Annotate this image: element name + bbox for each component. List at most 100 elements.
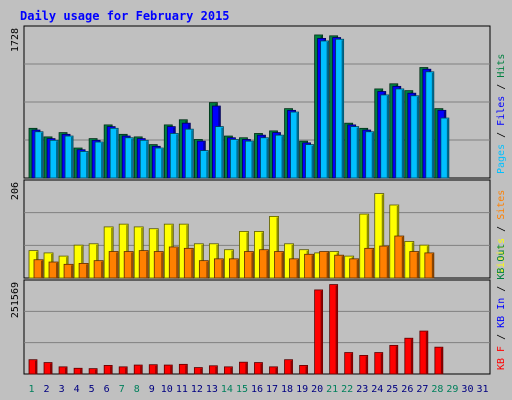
bar-sites [274, 251, 284, 279]
bar-kb-f [193, 367, 203, 375]
panel-max-label: 206 [10, 182, 21, 200]
legend-entry: / [496, 126, 507, 138]
bar-sites [424, 252, 435, 279]
panel-max-label: 1728 [10, 28, 21, 52]
bar-sites [198, 260, 209, 279]
bar-pages [169, 133, 179, 179]
bar-sites [153, 251, 164, 279]
x-tick-label: 14 [221, 384, 233, 395]
legend-entry: KB [496, 352, 507, 370]
bar-pages [275, 134, 284, 179]
legend-entry: Out [496, 244, 507, 262]
x-tick-label: 12 [191, 384, 203, 395]
x-tick-label: 4 [74, 384, 80, 395]
bar-kb-f [299, 365, 308, 375]
bar-pages [365, 131, 375, 179]
bar-pages [124, 137, 134, 179]
x-tick-label: 25 [386, 384, 398, 395]
bar-pages [425, 71, 435, 179]
bar-pages [34, 131, 44, 179]
x-tick-label: 8 [134, 384, 140, 395]
x-tick-label: 23 [356, 384, 368, 395]
bar-pages [320, 40, 330, 179]
x-tick-label: 31 [476, 384, 488, 395]
legend-entry: / [496, 78, 507, 90]
bar-sites [183, 247, 194, 279]
panel-legend: KB F / KB In / KB Out [496, 244, 507, 370]
legend-entry: / [496, 220, 507, 232]
bar-pages [214, 126, 224, 179]
bar-pages [154, 147, 164, 179]
bar-pages [184, 128, 194, 179]
panel-bars [28, 34, 450, 179]
bar-kb-f [389, 344, 399, 375]
bar-sites [108, 251, 119, 279]
panel-bottom: 251569 KB F / KB In / KB Out [10, 244, 507, 375]
bar-kb-f [374, 352, 384, 375]
bar-sites [33, 259, 44, 279]
x-tick-label: 19 [296, 384, 308, 395]
panel-bars [28, 284, 444, 375]
legend-entry: Pages [496, 138, 507, 174]
bar-pages [49, 139, 59, 179]
bar-pages [245, 140, 254, 179]
bar-sites [78, 262, 89, 279]
bar-kb-f [208, 365, 218, 375]
bar-sites [48, 261, 59, 279]
x-tick-label: 5 [89, 384, 95, 395]
bar-kb-f [329, 284, 339, 375]
bar-kb-f [404, 337, 414, 375]
x-axis-labels: 1 2 3 4 5 6 7 8 9 10 11 12 13 14 15 16 17 18 19 20 21 22 23 24 2… [29, 384, 489, 395]
legend-entry: Visits [496, 232, 507, 274]
bar-kb-f [148, 364, 158, 375]
x-tick-label: 3 [59, 384, 65, 395]
x-tick-label: 29 [446, 384, 458, 395]
bar-kb-f [28, 359, 38, 375]
panel-bars [28, 193, 435, 279]
x-tick-label: 27 [416, 384, 428, 395]
bar-sites [123, 251, 134, 279]
x-tick-label: 30 [461, 384, 473, 395]
bar-sites [394, 235, 405, 279]
bar-kb-f [224, 366, 233, 375]
bar-sites [364, 247, 375, 279]
bar-sites [168, 246, 179, 279]
x-tick-label: 17 [266, 384, 278, 395]
legend-entry: KB [496, 310, 507, 328]
legend-entry: / [496, 328, 507, 340]
bar-kb-f [359, 354, 369, 375]
legend-entry: Hits [496, 54, 507, 78]
bar-pages [260, 137, 269, 179]
bar-pages [109, 127, 119, 179]
bar-kb-f [163, 364, 173, 375]
bar-kb-f [103, 365, 113, 375]
bar-kb-f [344, 352, 354, 375]
legend-entry: / [496, 280, 507, 292]
panel-legend: Visits / Sites [496, 190, 507, 274]
x-tick-label: 6 [104, 384, 110, 395]
x-tick-label: 18 [281, 384, 293, 395]
bar-sites [244, 251, 254, 279]
x-tick-label: 15 [236, 384, 248, 395]
legend-entry: F [496, 340, 507, 352]
x-tick-label: 13 [206, 384, 218, 395]
bar-visits [73, 244, 84, 279]
bar-visits [269, 215, 279, 279]
bar-sites [334, 254, 345, 279]
bar-sites [138, 250, 149, 279]
x-tick-label: 7 [119, 384, 125, 395]
bar-sites [259, 249, 269, 279]
bar-sites [304, 253, 314, 279]
x-tick-label: 26 [401, 384, 413, 395]
x-tick-label: 20 [311, 384, 323, 395]
bar-sites [409, 251, 420, 279]
bar-kb-f [88, 368, 98, 375]
bar-pages [305, 144, 314, 179]
bar-sites [319, 251, 330, 279]
bar-pages [440, 117, 450, 179]
x-tick-label: 24 [371, 384, 383, 395]
bar-sites [229, 258, 239, 279]
